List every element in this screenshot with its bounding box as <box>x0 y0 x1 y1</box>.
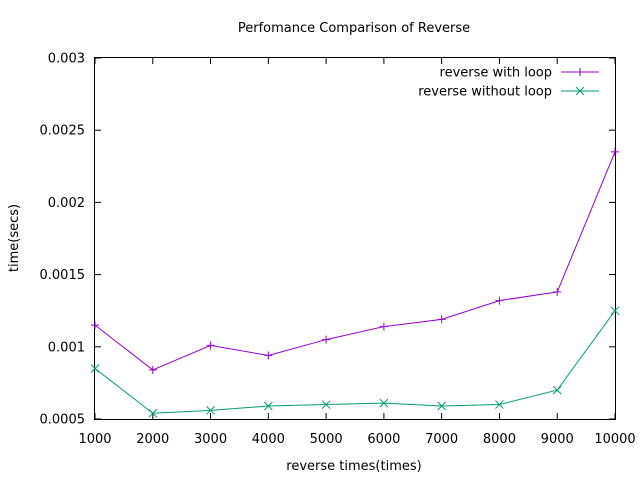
series-line <box>94 310 616 414</box>
x-tick-label: 7000 <box>425 432 458 447</box>
data-point <box>206 405 215 415</box>
x-tick-label: 5000 <box>310 432 343 447</box>
chart-title: Perfomance Comparison of Reverse <box>238 21 470 36</box>
legend-marker <box>576 68 584 76</box>
data-point <box>264 351 273 360</box>
data-point <box>90 364 100 373</box>
x-tick-label: 8000 <box>483 432 516 447</box>
data-point <box>495 296 504 305</box>
x-tick-label: 9000 <box>541 432 574 447</box>
data-point <box>379 398 389 408</box>
x-axis-label: reverse times(times) <box>286 459 421 474</box>
data-point <box>263 401 273 411</box>
data-point <box>437 315 446 324</box>
data-point <box>610 306 620 316</box>
data-point <box>495 400 504 409</box>
y-tick-label: 0.0025 <box>40 124 86 139</box>
y-tick-label: 0.001 <box>48 340 85 355</box>
data-point <box>552 385 562 395</box>
data-point <box>148 365 157 374</box>
data-point <box>206 341 215 350</box>
series-layer <box>90 147 620 418</box>
data-point <box>379 322 388 331</box>
data-point <box>322 335 331 344</box>
x-tick-label: 6000 <box>367 432 400 447</box>
series-2 <box>90 306 620 418</box>
x-axis: 1000 2000 3000 4000 5000 6000 7000 8000 9000 1000… <box>78 58 636 447</box>
data-point <box>148 408 158 418</box>
series-line <box>94 151 616 371</box>
data-point <box>321 400 331 409</box>
legend: reverse with loop reverse without loop <box>418 66 599 100</box>
legend-label: reverse without loop <box>418 85 552 100</box>
y-tick-label: 0.003 <box>48 52 85 67</box>
data-point <box>611 147 619 156</box>
x-tick-label: 2000 <box>136 432 169 447</box>
legend-marker <box>575 86 585 96</box>
plot-frame <box>94 57 616 420</box>
y-axis-label: time(secs) <box>7 204 22 272</box>
x-tick-label: 1000 <box>78 432 111 447</box>
y-tick-label: 0.002 <box>48 196 85 211</box>
x-tick-label: 10000 <box>594 432 635 447</box>
y-axis: 0.0005 0.001 0.0015 0.002 0.0025 0.003 <box>40 52 615 428</box>
legend-label: reverse with loop <box>440 66 552 81</box>
series-1 <box>91 147 619 374</box>
x-tick-label: 3000 <box>194 432 227 447</box>
y-tick-label: 0.0005 <box>40 413 86 428</box>
x-tick-label: 4000 <box>252 432 285 447</box>
y-tick-label: 0.0015 <box>40 268 86 283</box>
data-point <box>553 287 562 296</box>
data-point <box>437 401 447 411</box>
data-point <box>91 321 99 330</box>
